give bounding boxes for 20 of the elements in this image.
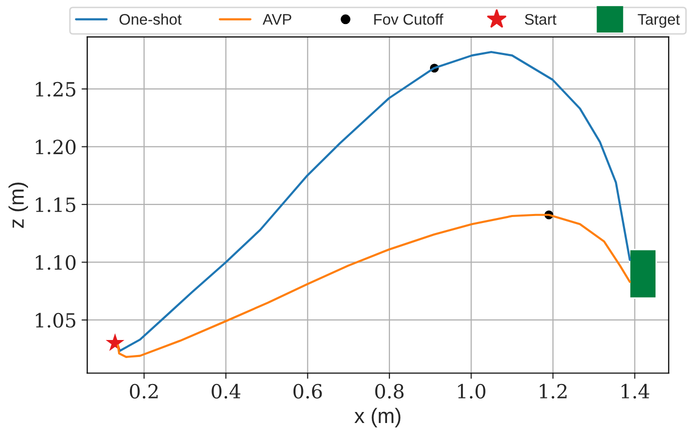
x-tick-label: 0.6 — [293, 384, 322, 399]
x-tick-label: 1.4 — [622, 384, 650, 399]
x-tick-label: 1.0 — [458, 384, 486, 399]
x-tick-label: 1.2 — [540, 384, 567, 399]
legend-label: AVP — [262, 14, 292, 25]
y-axis-title: z (m) — [8, 182, 28, 228]
legend-label: One-shot — [120, 14, 182, 25]
x-axis-title: x (m) — [354, 408, 400, 428]
y-tick-label: 1.05 — [36, 312, 76, 328]
x-tick-label: 0.4 — [212, 384, 240, 399]
y-tick-label: 1.10 — [36, 255, 76, 270]
x-tick-label: 0.2 — [130, 384, 158, 399]
legend-label: Target — [638, 14, 680, 28]
legend-label: Start — [524, 14, 556, 25]
point — [106, 333, 124, 352]
legend-label: Fov Cutoff — [374, 14, 444, 25]
x-tick-label: 0.8 — [375, 384, 404, 399]
y-tick-label: 1.15 — [36, 197, 76, 212]
y-tick-label: 1.25 — [36, 82, 76, 97]
y-tick-label: 1.20 — [36, 140, 76, 154]
